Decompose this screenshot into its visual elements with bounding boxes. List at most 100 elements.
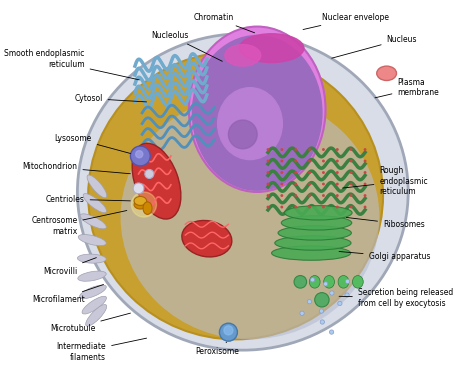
- Ellipse shape: [281, 205, 283, 208]
- Text: Cytosol: Cytosol: [74, 94, 146, 103]
- Ellipse shape: [228, 120, 257, 149]
- Ellipse shape: [133, 183, 144, 194]
- Ellipse shape: [87, 175, 107, 198]
- Ellipse shape: [78, 271, 106, 281]
- Text: Chromatin: Chromatin: [194, 13, 255, 33]
- Ellipse shape: [345, 293, 349, 297]
- Ellipse shape: [364, 182, 366, 185]
- Ellipse shape: [266, 205, 269, 208]
- Ellipse shape: [225, 45, 261, 66]
- Text: Mitochondrion: Mitochondrion: [22, 162, 130, 174]
- Ellipse shape: [307, 300, 311, 304]
- Ellipse shape: [266, 171, 269, 174]
- Ellipse shape: [294, 276, 307, 288]
- Ellipse shape: [346, 279, 350, 284]
- Text: Centrioles: Centrioles: [46, 195, 130, 204]
- Ellipse shape: [131, 192, 156, 217]
- Ellipse shape: [308, 171, 311, 174]
- Text: Microfilament: Microfilament: [32, 285, 103, 304]
- Ellipse shape: [364, 148, 366, 151]
- Ellipse shape: [322, 171, 325, 174]
- Ellipse shape: [294, 160, 297, 162]
- Ellipse shape: [278, 226, 351, 240]
- Ellipse shape: [322, 194, 325, 197]
- Ellipse shape: [266, 194, 269, 197]
- Ellipse shape: [224, 326, 233, 335]
- Ellipse shape: [315, 293, 329, 307]
- Ellipse shape: [322, 205, 325, 208]
- Ellipse shape: [350, 171, 353, 174]
- Ellipse shape: [281, 148, 283, 151]
- Text: Nucleolus: Nucleolus: [152, 31, 222, 61]
- Ellipse shape: [310, 278, 315, 282]
- Ellipse shape: [77, 34, 408, 350]
- Ellipse shape: [336, 205, 339, 208]
- Ellipse shape: [310, 276, 320, 288]
- Text: Microvilli: Microvilli: [43, 258, 96, 276]
- Ellipse shape: [134, 196, 146, 205]
- Ellipse shape: [350, 194, 353, 197]
- Ellipse shape: [294, 182, 297, 185]
- Ellipse shape: [266, 182, 269, 185]
- Ellipse shape: [336, 148, 339, 151]
- Ellipse shape: [130, 146, 150, 166]
- Ellipse shape: [353, 276, 363, 288]
- Ellipse shape: [275, 236, 351, 250]
- Ellipse shape: [272, 246, 351, 260]
- Ellipse shape: [350, 205, 353, 208]
- Ellipse shape: [308, 148, 311, 151]
- Ellipse shape: [294, 171, 297, 174]
- Ellipse shape: [145, 169, 154, 178]
- Ellipse shape: [308, 160, 311, 162]
- Ellipse shape: [281, 160, 283, 162]
- Ellipse shape: [330, 291, 334, 295]
- Text: Lysosome: Lysosome: [55, 134, 130, 153]
- Text: Peroxisome: Peroxisome: [196, 342, 239, 357]
- Text: Microtubule: Microtubule: [50, 313, 130, 333]
- Ellipse shape: [336, 194, 339, 197]
- Ellipse shape: [266, 160, 269, 162]
- Ellipse shape: [294, 205, 297, 208]
- Ellipse shape: [82, 296, 107, 314]
- Ellipse shape: [281, 182, 283, 185]
- Ellipse shape: [80, 214, 106, 229]
- Ellipse shape: [77, 254, 106, 263]
- Ellipse shape: [132, 143, 181, 219]
- Text: Secretion being released
from cell by exocytosis: Secretion being released from cell by ex…: [339, 288, 453, 308]
- Text: Nucleus: Nucleus: [332, 35, 417, 58]
- Ellipse shape: [182, 220, 232, 257]
- Ellipse shape: [308, 205, 311, 208]
- Ellipse shape: [308, 182, 311, 185]
- Ellipse shape: [281, 171, 283, 174]
- Ellipse shape: [364, 205, 366, 208]
- Ellipse shape: [364, 171, 366, 174]
- Ellipse shape: [324, 276, 335, 288]
- Ellipse shape: [336, 160, 339, 162]
- Ellipse shape: [78, 235, 106, 246]
- Ellipse shape: [86, 304, 107, 326]
- Ellipse shape: [322, 160, 325, 162]
- Ellipse shape: [323, 282, 328, 286]
- Ellipse shape: [143, 202, 152, 214]
- Ellipse shape: [350, 182, 353, 185]
- Ellipse shape: [377, 66, 397, 81]
- Ellipse shape: [338, 276, 349, 288]
- Ellipse shape: [88, 52, 383, 339]
- Ellipse shape: [134, 200, 146, 209]
- Text: Golgi apparatus: Golgi apparatus: [339, 251, 430, 261]
- Text: Intermediate
filaments: Intermediate filaments: [56, 338, 146, 362]
- Ellipse shape: [320, 320, 325, 324]
- Ellipse shape: [294, 148, 297, 151]
- Ellipse shape: [239, 34, 304, 62]
- Ellipse shape: [364, 194, 366, 197]
- Ellipse shape: [364, 160, 366, 162]
- Ellipse shape: [80, 285, 106, 299]
- Ellipse shape: [219, 323, 237, 341]
- Ellipse shape: [300, 311, 304, 315]
- Text: Rough
endoplasmic
reticulum: Rough endoplasmic reticulum: [343, 166, 428, 196]
- Text: Ribosomes: Ribosomes: [346, 218, 425, 229]
- Text: Plasma
membrane: Plasma membrane: [375, 78, 439, 98]
- Text: Nuclear envelope: Nuclear envelope: [303, 13, 389, 30]
- Ellipse shape: [120, 95, 379, 339]
- Text: Smooth endoplasmic
reticulum: Smooth endoplasmic reticulum: [4, 49, 139, 80]
